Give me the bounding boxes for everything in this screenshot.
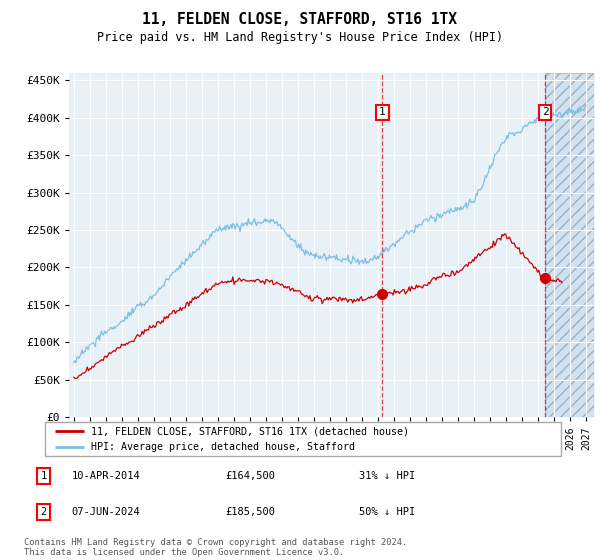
Text: £164,500: £164,500 — [225, 471, 275, 481]
Text: HPI: Average price, detached house, Stafford: HPI: Average price, detached house, Staf… — [91, 442, 355, 452]
Text: 2: 2 — [40, 507, 47, 517]
Text: 1: 1 — [379, 108, 386, 118]
Text: 07-JUN-2024: 07-JUN-2024 — [71, 507, 140, 517]
Text: 11, FELDEN CLOSE, STAFFORD, ST16 1TX (detached house): 11, FELDEN CLOSE, STAFFORD, ST16 1TX (de… — [91, 426, 409, 436]
Text: Contains HM Land Registry data © Crown copyright and database right 2024.
This d: Contains HM Land Registry data © Crown c… — [24, 538, 407, 557]
Text: Price paid vs. HM Land Registry's House Price Index (HPI): Price paid vs. HM Land Registry's House … — [97, 31, 503, 44]
Text: 11, FELDEN CLOSE, STAFFORD, ST16 1TX: 11, FELDEN CLOSE, STAFFORD, ST16 1TX — [143, 12, 458, 27]
Bar — [545, 73, 594, 417]
Text: 2: 2 — [542, 108, 548, 118]
Text: 10-APR-2014: 10-APR-2014 — [71, 471, 140, 481]
FancyBboxPatch shape — [45, 422, 561, 456]
Text: 1: 1 — [40, 471, 47, 481]
Text: 31% ↓ HPI: 31% ↓ HPI — [359, 471, 415, 481]
Text: £185,500: £185,500 — [225, 507, 275, 517]
Text: 50% ↓ HPI: 50% ↓ HPI — [359, 507, 415, 517]
